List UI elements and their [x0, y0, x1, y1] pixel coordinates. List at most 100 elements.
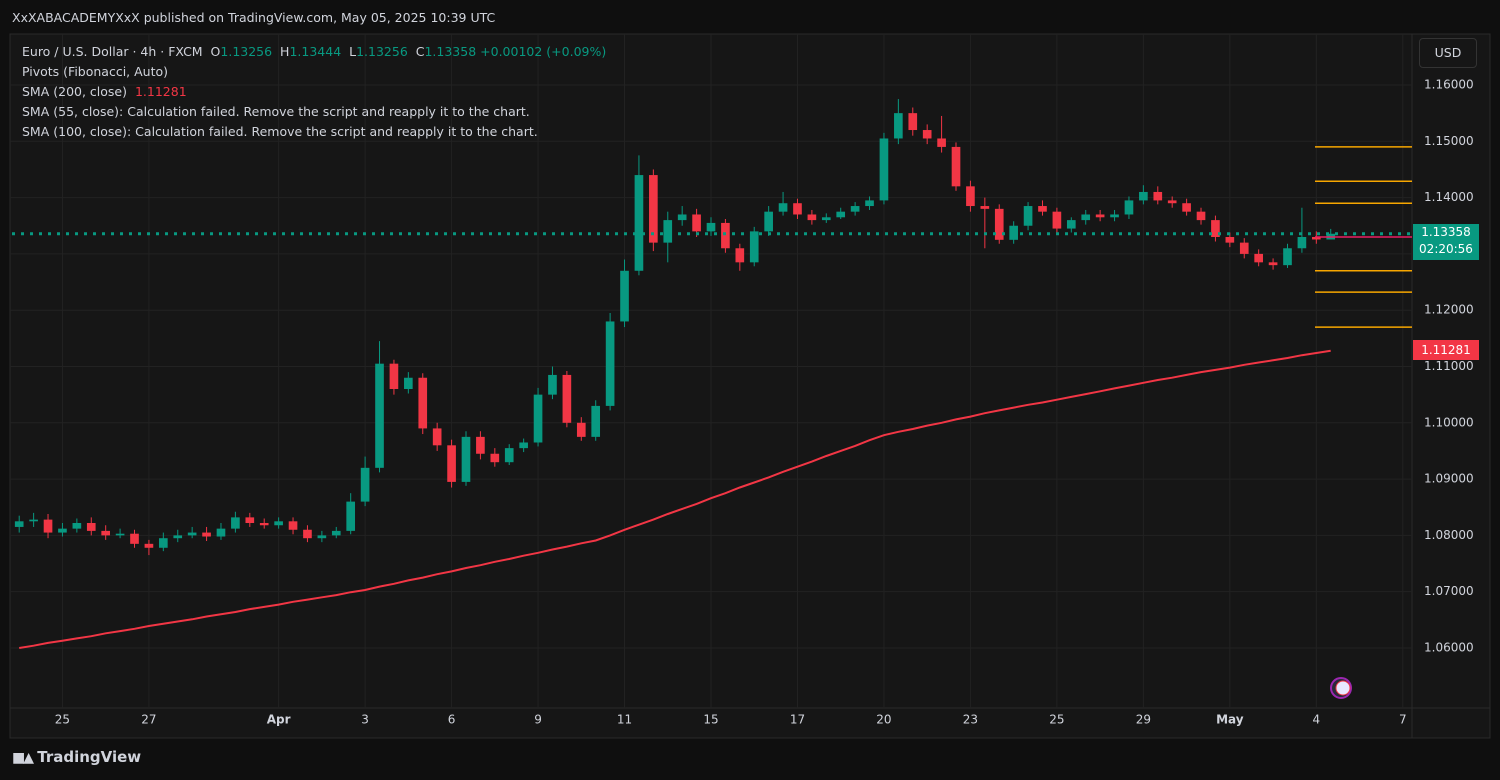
x-tick-label: Apr — [267, 713, 291, 727]
candle-body — [1066, 220, 1076, 229]
candle-body — [749, 231, 759, 263]
ohlc-label: C — [415, 44, 425, 59]
y-tick-label: 1.11000 — [1424, 359, 1474, 373]
candle-body — [346, 501, 356, 531]
x-tick-label: 15 — [703, 713, 718, 727]
candle-body — [1023, 206, 1033, 226]
candle-body — [187, 532, 197, 536]
x-tick-label: 7 — [1399, 713, 1407, 727]
y-tick-label: 1.07000 — [1424, 584, 1474, 598]
y-tick-label: 1.09000 — [1424, 472, 1474, 486]
candle-body — [432, 428, 442, 446]
legend: Euro / U.S. Dollar · 4h · FXCM O1.13256 … — [22, 42, 606, 142]
candle-body — [850, 206, 860, 212]
candle-body — [389, 363, 399, 390]
countdown: 02:20:56 — [1419, 242, 1473, 256]
x-tick-label: 20 — [876, 713, 891, 727]
candle-body — [634, 175, 644, 271]
y-tick-label: 1.06000 — [1424, 640, 1474, 654]
candle-body — [461, 436, 471, 482]
candle-body — [908, 113, 918, 131]
candle-body — [677, 214, 687, 221]
candle-body — [966, 186, 975, 207]
x-tick-label: 11 — [617, 713, 632, 727]
candle-body — [605, 321, 615, 406]
logo: ■▲ — [12, 750, 34, 766]
x-tick-label: 23 — [963, 713, 978, 727]
candle-body — [548, 374, 557, 395]
ohlc-label: L — [349, 44, 357, 59]
footer-brand: ■▲ TradingView — [12, 748, 141, 766]
price-tag: 1.13358 02:20:56 — [1413, 224, 1479, 260]
candle-body — [130, 533, 139, 544]
candle-body — [807, 214, 817, 221]
candle-body — [706, 222, 716, 232]
candle-body — [879, 138, 889, 201]
candle-body — [1052, 211, 1062, 229]
candle-body — [86, 523, 96, 531]
indicator-value: 1.11281 — [134, 84, 187, 99]
candle-body — [202, 532, 211, 537]
candle-body — [14, 521, 24, 527]
candle-body — [317, 535, 327, 539]
candle-body — [115, 533, 125, 536]
candle-body — [778, 203, 788, 212]
candle-body — [519, 442, 528, 449]
candle-body — [231, 517, 240, 529]
sma-tag: 1.11281 — [1413, 340, 1479, 360]
candle-body — [562, 374, 572, 423]
ohlc-value: 1.13256 — [356, 44, 408, 59]
candle-body — [58, 528, 67, 533]
plot — [12, 99, 1412, 649]
candle-body — [274, 521, 283, 526]
candle-body — [894, 113, 903, 139]
y-tick-label: 1.16000 — [1424, 77, 1474, 91]
sma-line — [19, 349, 1331, 649]
x-tick-label: May — [1216, 713, 1244, 727]
x-tick-label: 3 — [361, 713, 369, 727]
candle-body — [735, 248, 745, 263]
candle-body — [476, 436, 485, 454]
candle-body — [1311, 237, 1321, 240]
candle-body — [836, 211, 846, 218]
candle-body — [259, 523, 269, 526]
candle-body — [1124, 200, 1134, 215]
price-value: 1.13358 — [1421, 225, 1471, 239]
change: +0.00102 (+0.09%) — [480, 44, 607, 59]
candle-body — [1182, 203, 1191, 212]
candle-body — [922, 130, 932, 139]
candle-body — [216, 528, 226, 537]
candle-body — [1139, 191, 1148, 201]
x-tick-label: 9 — [534, 713, 542, 727]
candle-body — [447, 445, 456, 482]
currency-button[interactable]: USD — [1419, 38, 1477, 68]
candle-body — [591, 405, 601, 437]
candle-body — [43, 519, 53, 533]
candle-body — [649, 175, 658, 243]
candle-body — [331, 530, 341, 536]
candle-body — [821, 217, 831, 221]
candle-body — [1254, 253, 1263, 263]
candle-body — [360, 467, 370, 502]
ohlc-value: 1.13358 — [424, 44, 477, 59]
ohlc-label: O — [210, 44, 221, 59]
candle-body — [245, 517, 255, 524]
x-tick-label: 6 — [448, 713, 456, 727]
ohlc-value: 1.13256 — [220, 44, 273, 59]
y-tick-label: 1.14000 — [1424, 190, 1474, 204]
indicator: SMA (200, close) — [22, 84, 127, 99]
candle-body — [1196, 211, 1206, 221]
y-tick-label: 1.08000 — [1424, 528, 1474, 542]
candle-body — [721, 222, 730, 249]
chart-frame — [9, 33, 1491, 739]
candle-body — [72, 523, 82, 529]
candle-body — [101, 530, 111, 536]
candle-body — [1225, 237, 1235, 243]
y-tick-label: 1.15000 — [1424, 134, 1474, 148]
candle-body — [1110, 214, 1119, 218]
indicator-row: SMA (200, close) 1.11281 — [22, 82, 606, 102]
candle-body — [375, 363, 384, 468]
candle-body — [692, 214, 701, 232]
candle-body — [288, 521, 298, 530]
